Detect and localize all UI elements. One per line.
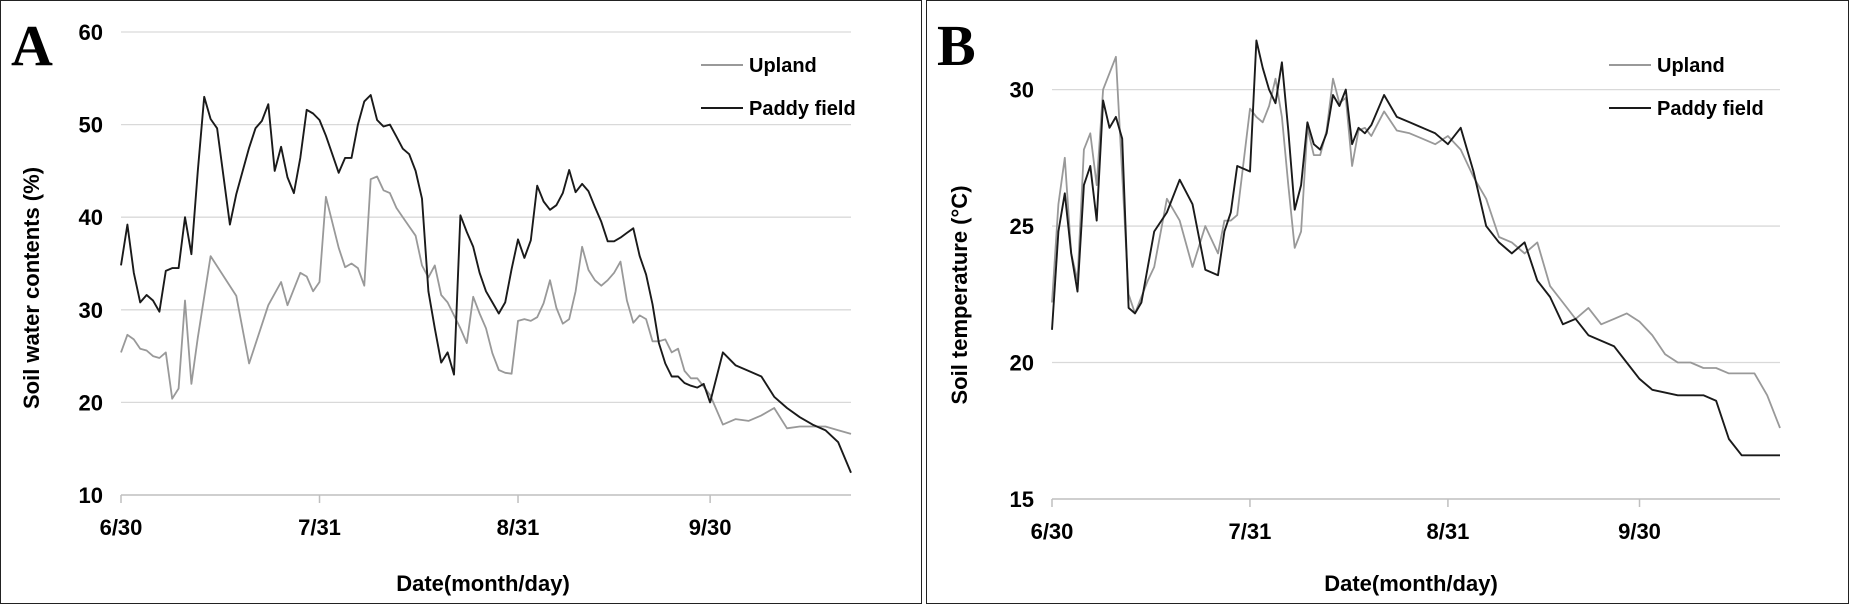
grid-b xyxy=(1051,88,1780,507)
chart-panel-a: A 10 20 30 40 50 60 6/30 7/31 8/31 9/30 Soil wate… xyxy=(0,0,922,604)
y-axis-title-b: Soil temperature (°C) xyxy=(947,185,972,404)
series-line-a-paddy-field xyxy=(120,94,852,474)
y-tick-label-a-30: 30 xyxy=(79,298,103,323)
chart-b-svg: B 15 20 25 30 6/30 7/31 8/31 9/30 Soil temperat… xyxy=(937,13,1781,596)
legend-label-upland-a: Upland xyxy=(749,55,817,77)
lines-b xyxy=(1051,39,1781,457)
chart-panel-b: B 15 20 25 30 6/30 7/31 8/31 9/30 Soil temperat… xyxy=(926,0,1849,604)
x-tick-label-b-1: 7/31 xyxy=(1229,519,1272,544)
y-axis-title-a: Soil water contents (%) xyxy=(19,167,44,409)
chart-a-svg: A 10 20 30 40 50 60 6/30 7/31 8/31 9/30 Soil wate… xyxy=(11,13,856,596)
y-tick-label-b-15: 15 xyxy=(1010,487,1034,512)
series-line-b-paddy-field xyxy=(1051,39,1780,457)
x-tick-label-b-2: 8/31 xyxy=(1427,519,1470,544)
legend-label-paddy-a: Paddy field xyxy=(749,98,856,120)
y-tick-label-a-50: 50 xyxy=(79,113,103,138)
ticks-b: 15 20 25 30 6/30 7/31 8/31 9/30 xyxy=(1010,78,1661,544)
y-tick-label-a-40: 40 xyxy=(79,205,103,230)
x-tick-label-a-0: 6/30 xyxy=(100,515,143,540)
y-tick-label-b-25: 25 xyxy=(1010,214,1034,239)
x-tick-label-b-0: 6/30 xyxy=(1031,519,1074,544)
grid-a xyxy=(120,31,851,503)
ticks-a: 10 20 30 40 50 60 6/30 7/31 8/31 9/30 xyxy=(79,20,732,540)
y-tick-label-b-20: 20 xyxy=(1010,351,1034,376)
legend-a: Upland Paddy field xyxy=(701,55,856,120)
x-tick-label-a-1: 7/31 xyxy=(298,515,341,540)
panel-label-b: B xyxy=(937,13,976,78)
legend-label-paddy-b: Paddy field xyxy=(1657,98,1764,120)
y-tick-label-a-20: 20 xyxy=(79,390,103,415)
lines-a xyxy=(120,94,852,474)
y-tick-label-b-30: 30 xyxy=(1010,78,1034,103)
legend-label-upland-b: Upland xyxy=(1657,55,1725,77)
x-tick-label-a-2: 8/31 xyxy=(497,515,540,540)
y-tick-label-a-10: 10 xyxy=(79,483,103,508)
x-axis-title-a: Date(month/day) xyxy=(396,571,570,596)
y-tick-label-a-60: 60 xyxy=(79,20,103,45)
x-tick-label-a-3: 9/30 xyxy=(689,515,732,540)
panel-label-a: A xyxy=(11,13,53,78)
x-axis-title-b: Date(month/day) xyxy=(1324,571,1498,596)
legend-b: Upland Paddy field xyxy=(1609,55,1764,120)
series-line-a-upland xyxy=(120,175,852,435)
x-tick-label-b-3: 9/30 xyxy=(1618,519,1661,544)
